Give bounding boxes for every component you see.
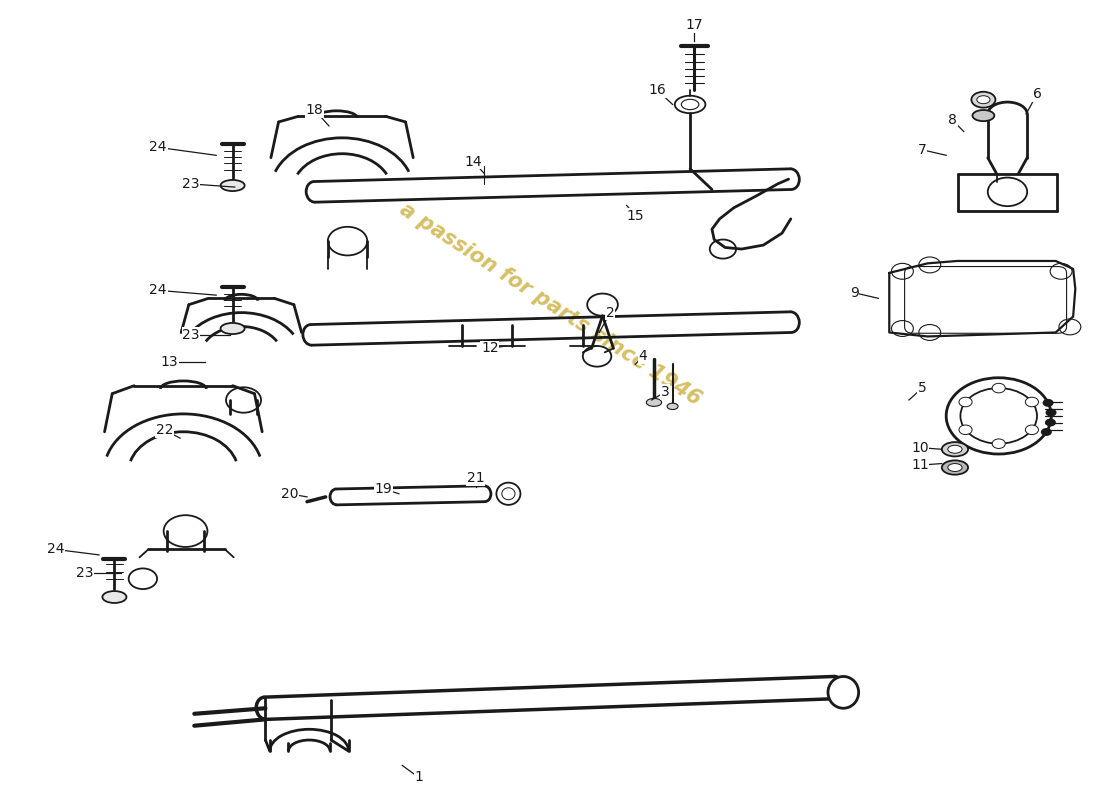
- Ellipse shape: [948, 446, 962, 454]
- Circle shape: [959, 398, 972, 406]
- Circle shape: [1025, 425, 1038, 434]
- Circle shape: [1025, 398, 1038, 406]
- Ellipse shape: [221, 323, 244, 334]
- Text: 21: 21: [466, 471, 484, 485]
- Text: 13: 13: [161, 355, 178, 369]
- Text: 22: 22: [156, 423, 174, 437]
- Circle shape: [1043, 399, 1054, 407]
- Ellipse shape: [221, 180, 244, 191]
- Text: 3: 3: [660, 385, 669, 399]
- Circle shape: [992, 383, 1005, 393]
- Text: 20: 20: [280, 486, 298, 501]
- Circle shape: [1046, 409, 1056, 417]
- Text: 7: 7: [917, 142, 926, 157]
- Ellipse shape: [828, 677, 859, 708]
- Ellipse shape: [948, 463, 962, 471]
- Ellipse shape: [647, 398, 661, 406]
- Ellipse shape: [102, 591, 126, 603]
- Circle shape: [1041, 428, 1052, 436]
- Ellipse shape: [942, 460, 968, 474]
- Text: a passion for parts since 1946: a passion for parts since 1946: [396, 200, 704, 410]
- Text: 12: 12: [481, 342, 498, 355]
- Text: 23: 23: [183, 328, 200, 342]
- Circle shape: [992, 439, 1005, 449]
- Ellipse shape: [972, 110, 994, 121]
- Text: 10: 10: [911, 441, 928, 454]
- Text: 19: 19: [375, 482, 393, 496]
- Text: 18: 18: [306, 103, 323, 117]
- Text: 9: 9: [850, 286, 859, 300]
- Text: 16: 16: [648, 83, 667, 97]
- Text: 24: 24: [46, 542, 64, 556]
- Text: 8: 8: [948, 114, 957, 127]
- Text: 2: 2: [606, 306, 615, 320]
- Text: 5: 5: [917, 381, 926, 395]
- Text: 23: 23: [183, 177, 200, 191]
- Text: 4: 4: [639, 350, 648, 363]
- Ellipse shape: [942, 442, 968, 457]
- Text: 17: 17: [685, 18, 703, 32]
- Text: 24: 24: [150, 140, 167, 154]
- Text: 15: 15: [627, 209, 645, 222]
- Circle shape: [959, 425, 972, 434]
- Ellipse shape: [971, 92, 996, 108]
- Text: 24: 24: [150, 283, 167, 298]
- Text: 1: 1: [415, 770, 424, 784]
- Ellipse shape: [977, 96, 990, 104]
- Text: 6: 6: [1033, 87, 1042, 101]
- Text: 11: 11: [911, 458, 928, 472]
- Ellipse shape: [667, 403, 678, 410]
- Text: 14: 14: [464, 154, 482, 169]
- Circle shape: [1045, 418, 1056, 426]
- Text: 23: 23: [76, 566, 94, 580]
